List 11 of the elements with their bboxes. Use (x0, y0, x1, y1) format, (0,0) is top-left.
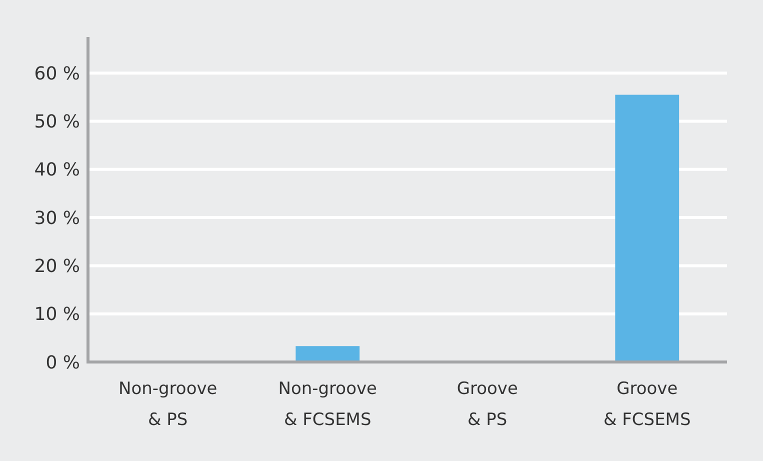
y-tick-label: 40 % (34, 160, 80, 181)
y-tick-label: 20 % (34, 256, 80, 278)
x-tick-label: Non-groove & PS (118, 379, 218, 430)
x-tick-label: Groove & PS (456, 379, 518, 430)
y-tick-label: 0 % (46, 352, 80, 374)
x-tick-label: Groove & FCSEMS (603, 379, 691, 430)
y-tick-label: 50 % (34, 112, 80, 133)
y-tick-label: 60 % (34, 63, 80, 84)
y-tick-label: 10 % (34, 304, 80, 326)
y-tick-label: 30 % (34, 208, 80, 229)
x-tick-label: Non-groove & FCSEMS (278, 379, 378, 430)
